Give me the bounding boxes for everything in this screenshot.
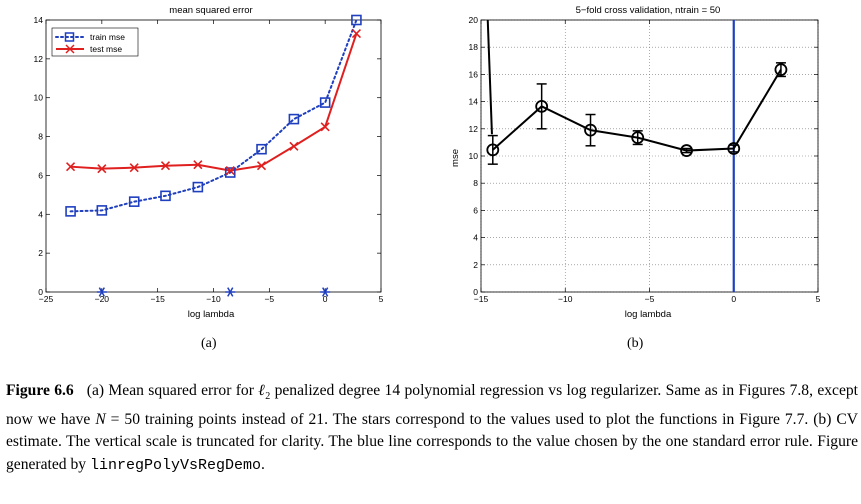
data-point-train-mse: [160, 190, 171, 202]
data-point-test-mse: [66, 162, 76, 172]
data-point-train-mse: [256, 143, 267, 155]
caption-ell: ℓ: [258, 382, 266, 399]
x-tick-label: −20: [95, 294, 110, 304]
y-tick-label: 20: [469, 15, 479, 25]
y-tick-label: 16: [469, 69, 479, 79]
data-point-cv: [535, 83, 549, 130]
y-tick-label: 12: [469, 124, 479, 134]
data-point-train-mse: [288, 113, 300, 125]
x-tick-label: 5: [379, 294, 384, 304]
x-tick-label: −15: [474, 294, 489, 304]
y-tick-label: 8: [473, 178, 478, 188]
chart-b-xlabel: log lambda: [625, 309, 672, 320]
data-point-train-mse: [319, 97, 331, 108]
y-tick-label: 14: [469, 97, 479, 107]
caption-end: .: [261, 455, 265, 473]
star-marker: [96, 287, 107, 297]
x-tick-label: 5: [816, 294, 821, 304]
x-tick-label: −10: [206, 294, 221, 304]
legend-label-train: train mse: [90, 32, 125, 42]
series-line-cv: [492, 69, 782, 152]
data-point-test-mse: [129, 163, 139, 173]
x-tick-label: −25: [39, 294, 54, 304]
series-line-train-mse: [69, 19, 358, 213]
legend: train mse test mse: [51, 27, 139, 57]
data-point-test-mse: [225, 166, 235, 176]
chart-a-title: mean squared error: [169, 5, 252, 16]
figure-caption: Figure 6.6 (a) Mean squared error for ℓ2…: [6, 380, 858, 477]
series-line-truncated: [486, 19, 493, 135]
x-tick-label: 0: [731, 294, 736, 304]
data-point-cv: [774, 62, 788, 78]
y-tick-label: 4: [473, 233, 478, 243]
data-point-test-mse: [97, 164, 107, 174]
y-tick-label: 18: [469, 42, 479, 52]
y-tick-label: 14: [34, 15, 44, 25]
data-point-train-mse: [224, 167, 236, 178]
y-tick-label: 6: [473, 205, 478, 215]
x-tick-label: −5: [645, 294, 655, 304]
data-point-cv: [631, 130, 645, 146]
subfigure-label-b: (b): [627, 336, 644, 351]
data-point-test-mse: [160, 161, 171, 171]
y-tick-label: 12: [34, 54, 44, 64]
chart-mean-squared-error: mean squared error log lambda −25 −20 −15 −…: [34, 5, 384, 320]
caption-part2: penalized degree 14 polynomial regressio…: [6, 382, 859, 428]
star-marker: [320, 287, 331, 297]
star-marker: [225, 287, 236, 297]
x-tick-label: −10: [558, 294, 573, 304]
legend-label-test: test mse: [90, 44, 122, 54]
data-point-cv: [727, 142, 741, 155]
chart-a-xlabel: log lambda: [188, 309, 235, 320]
data-point-test-mse: [256, 161, 267, 171]
x-tick-label: 0: [323, 294, 328, 304]
data-point-cv: [486, 134, 500, 165]
data-point-test-mse: [193, 160, 203, 170]
data-point-test-mse: [351, 29, 361, 39]
data-point-train-mse: [128, 196, 140, 207]
caption-part1: (a) Mean squared error for: [86, 382, 259, 399]
chart-b-title: 5−fold cross validation, ntrain = 50: [576, 5, 721, 16]
data-point-train-mse: [96, 205, 108, 216]
y-tick-label: 0: [473, 287, 478, 297]
y-tick-label: 8: [38, 132, 43, 142]
y-tick-label: 2: [38, 248, 43, 258]
y-tick-label: 10: [34, 93, 44, 103]
caption-ell-sub: 2: [265, 391, 271, 403]
caption-label: Figure 6.6: [6, 382, 74, 399]
legend-marker-test: [65, 44, 75, 54]
data-point-train-mse: [65, 206, 76, 217]
y-tick-label: 0: [38, 287, 43, 297]
data-point-test-mse: [320, 122, 330, 132]
x-tick-label: −5: [264, 294, 274, 304]
data-point-cv: [584, 113, 597, 147]
chart-b-ylabel: mse: [450, 149, 461, 167]
caption-part3: = 50 training points instead of 21. The …: [6, 410, 859, 473]
legend-marker-train: [64, 32, 75, 42]
data-point-cv: [680, 144, 693, 157]
y-tick-label: 10: [469, 151, 479, 161]
caption-code: linregPolyVsRegDemo: [90, 456, 262, 474]
y-tick-label: 2: [473, 260, 478, 270]
data-point-train-mse: [192, 181, 204, 193]
series-line-test-mse: [70, 33, 358, 172]
y-tick-label: 6: [38, 170, 43, 180]
caption-n: N: [95, 410, 106, 428]
data-point-test-mse: [289, 141, 299, 151]
data-point-train-mse: [351, 14, 362, 26]
x-tick-label: −15: [150, 294, 165, 304]
subfigure-label-a: (a): [201, 336, 217, 351]
y-tick-label: 4: [38, 209, 43, 219]
chart-cross-validation: 5−fold cross validation, ntrain = 50 log…: [450, 5, 821, 320]
